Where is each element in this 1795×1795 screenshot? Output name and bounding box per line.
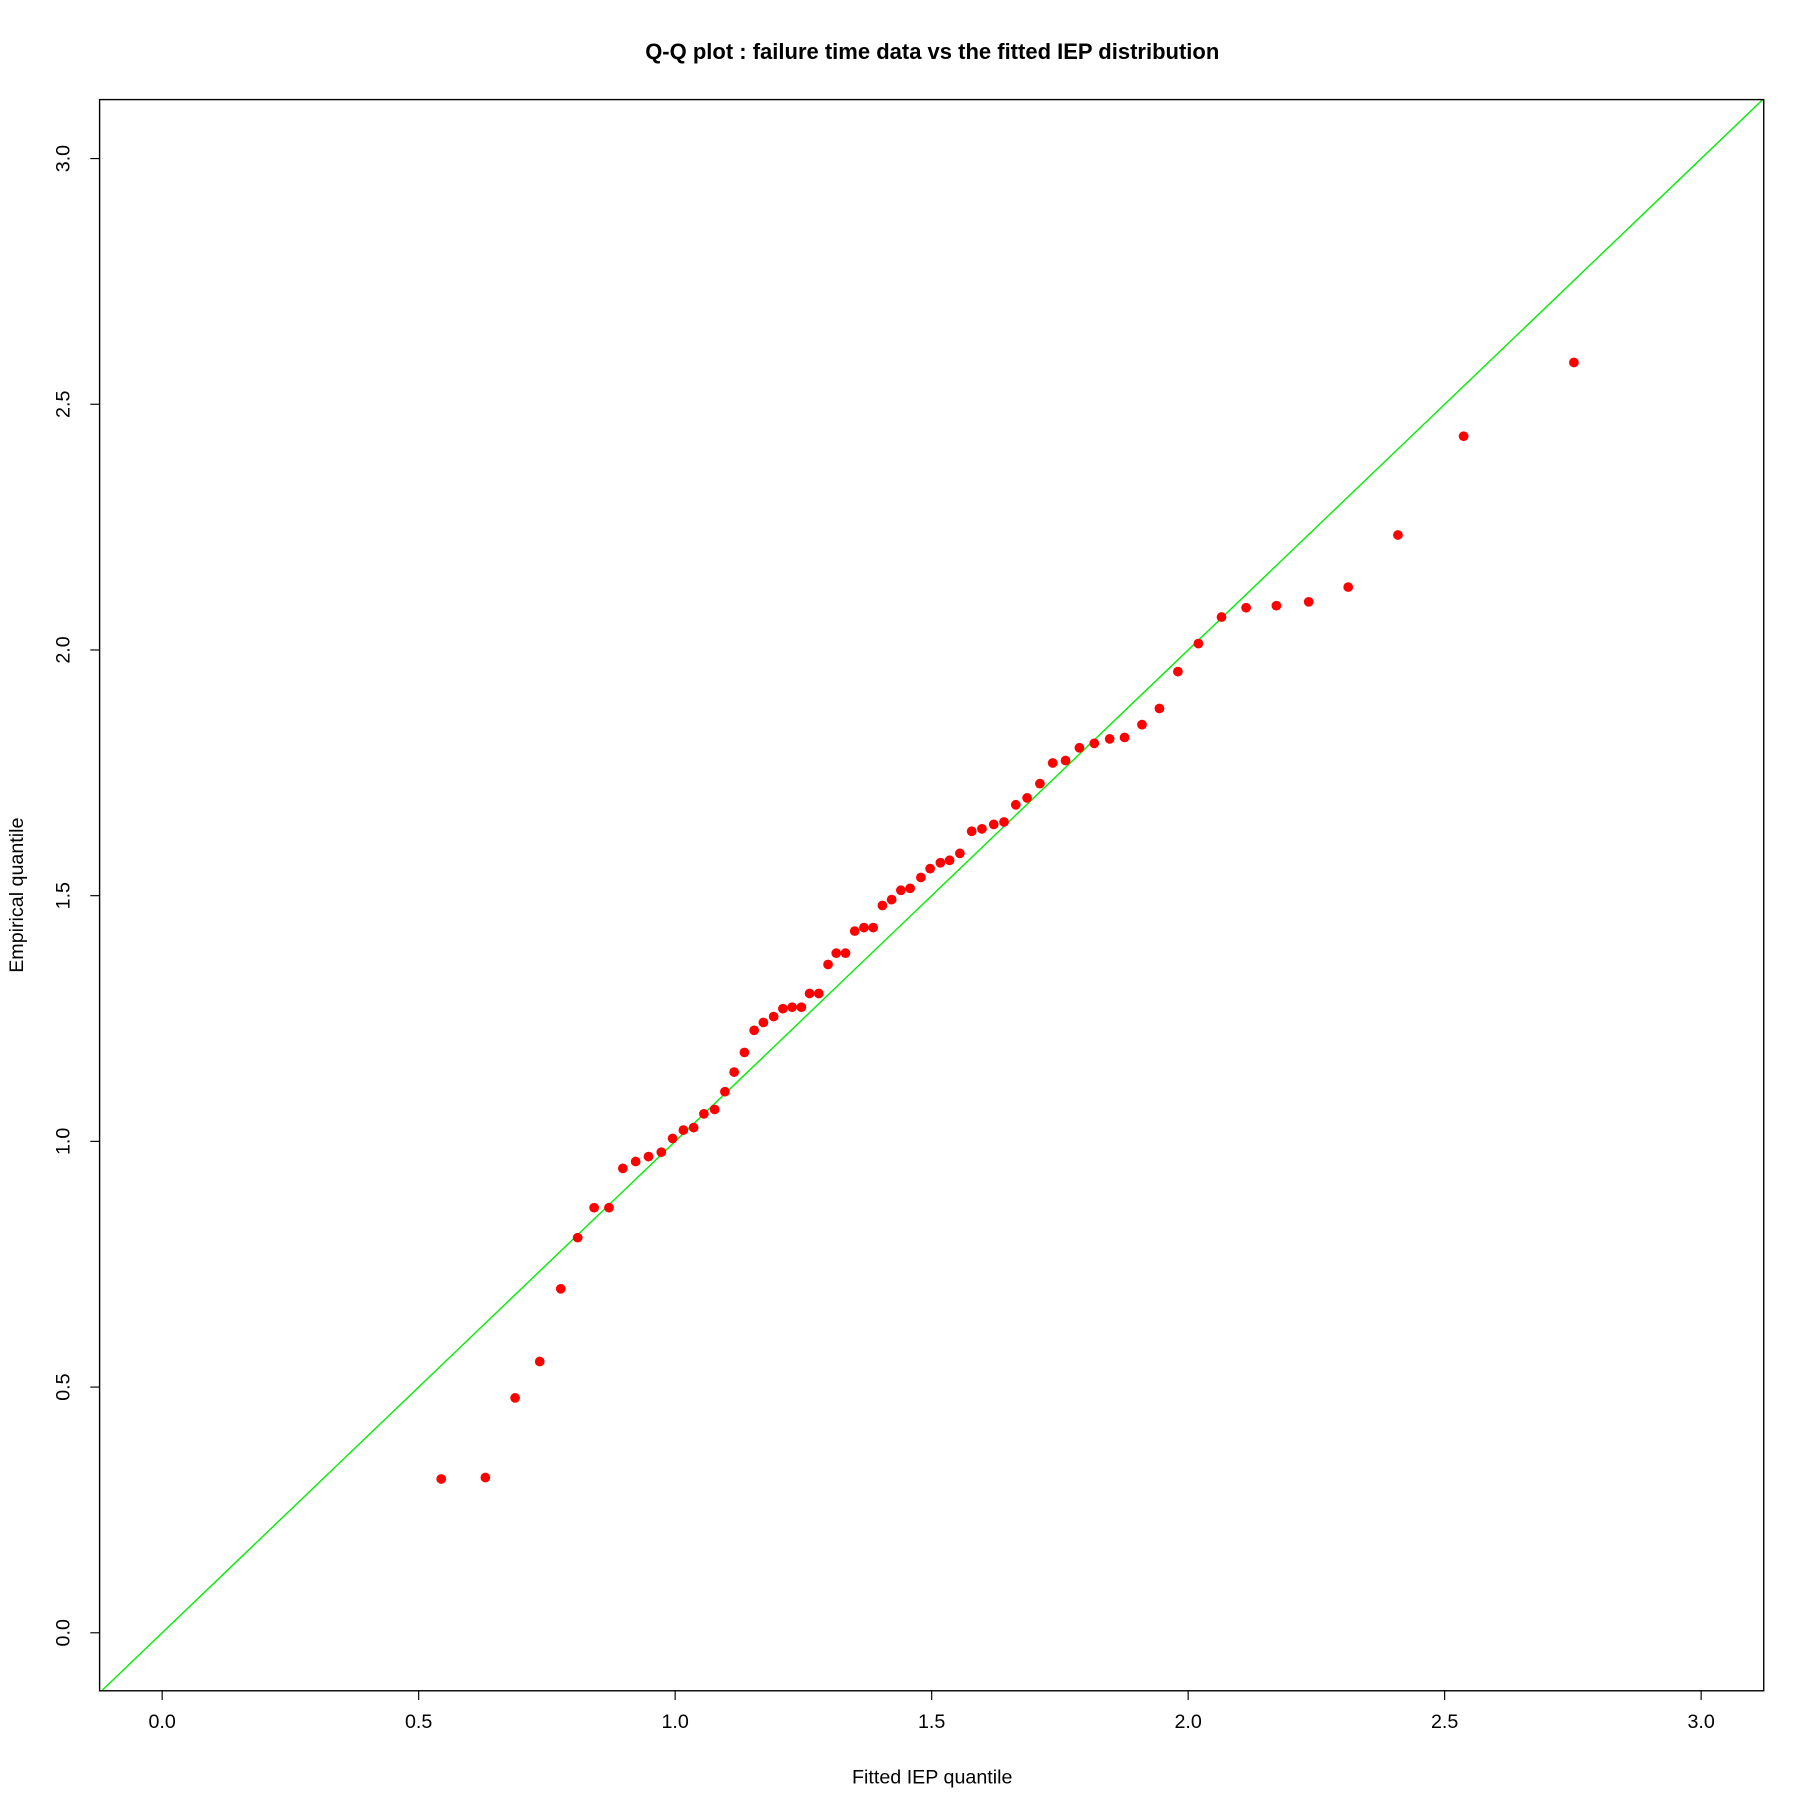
plot-frame (98, 98, 1765, 1692)
point (709, 1104, 720, 1115)
point (617, 1163, 628, 1174)
point (510, 1393, 520, 1403)
point (643, 1151, 654, 1162)
point (916, 872, 926, 883)
point (988, 819, 999, 830)
point (768, 1011, 779, 1022)
point (804, 988, 815, 999)
chart-title: Q-Q plot : failure time data vs the fitt… (645, 39, 1219, 64)
x-tick-label: 2.5 (1431, 1711, 1458, 1733)
point (966, 826, 977, 837)
point (749, 1025, 760, 1036)
y-tick-label: 0.0 (52, 1619, 74, 1646)
point (1022, 793, 1032, 803)
point (813, 988, 824, 999)
point (436, 1474, 447, 1484)
point (678, 1125, 689, 1135)
point (935, 857, 946, 868)
point (589, 1202, 599, 1213)
point (787, 1002, 797, 1013)
point (1193, 638, 1204, 649)
point (699, 1108, 709, 1119)
x-tick-label: 0.0 (148, 1711, 175, 1733)
x-tick-label: 1.0 (661, 1711, 688, 1733)
point (1104, 734, 1115, 744)
y-tick-label: 3.0 (52, 145, 74, 172)
point (667, 1133, 678, 1144)
y-axis-label: Empirical quantile (6, 817, 28, 972)
x-tick-label: 0.5 (405, 1711, 432, 1733)
point (1035, 778, 1045, 789)
point (896, 885, 906, 896)
point (630, 1156, 641, 1167)
point (1010, 799, 1021, 810)
point (868, 922, 879, 933)
point (758, 1017, 769, 1028)
point (955, 848, 965, 859)
point (1089, 738, 1100, 749)
point (656, 1147, 667, 1158)
point (688, 1122, 699, 1133)
point (739, 1047, 750, 1058)
point (1393, 530, 1403, 540)
point (1458, 431, 1469, 442)
point (572, 1232, 583, 1243)
y-tick-label: 2.5 (52, 391, 74, 418)
y-tick-label: 1.5 (52, 882, 74, 909)
point (823, 959, 833, 970)
point (604, 1202, 614, 1213)
point (1303, 596, 1314, 607)
point (1569, 357, 1579, 368)
x-axis-label: Fitted IEP quantile (852, 1766, 1012, 1788)
y-tick-label: 1.0 (52, 1128, 74, 1155)
point (840, 948, 851, 959)
point (1241, 602, 1251, 613)
point (886, 894, 897, 905)
point (1137, 719, 1147, 730)
point (720, 1086, 730, 1097)
point (1216, 612, 1227, 622)
point (849, 926, 860, 936)
point (1060, 755, 1071, 766)
point (555, 1283, 566, 1294)
point (480, 1472, 491, 1483)
point (877, 900, 888, 911)
point (1271, 600, 1282, 611)
point (977, 823, 987, 834)
point (534, 1356, 545, 1367)
point (1173, 666, 1183, 677)
point (729, 1067, 740, 1077)
point (905, 883, 915, 894)
point (1119, 732, 1130, 743)
point (1074, 742, 1085, 753)
point (999, 817, 1009, 827)
point (1047, 758, 1058, 768)
point (859, 922, 869, 933)
y-tick-label: 0.5 (52, 1373, 74, 1400)
y-tick-label: 2.0 (52, 636, 74, 663)
x-tick-label: 3.0 (1687, 1711, 1714, 1733)
point (831, 948, 842, 959)
x-tick-label: 1.5 (918, 1711, 945, 1733)
point (796, 1002, 807, 1013)
x-tick-label: 2.0 (1174, 1711, 1201, 1733)
point (1154, 703, 1165, 714)
point (1343, 582, 1354, 592)
reference-line (100, 99, 1764, 1691)
point (925, 863, 935, 874)
point (778, 1003, 788, 1014)
point (944, 855, 955, 866)
